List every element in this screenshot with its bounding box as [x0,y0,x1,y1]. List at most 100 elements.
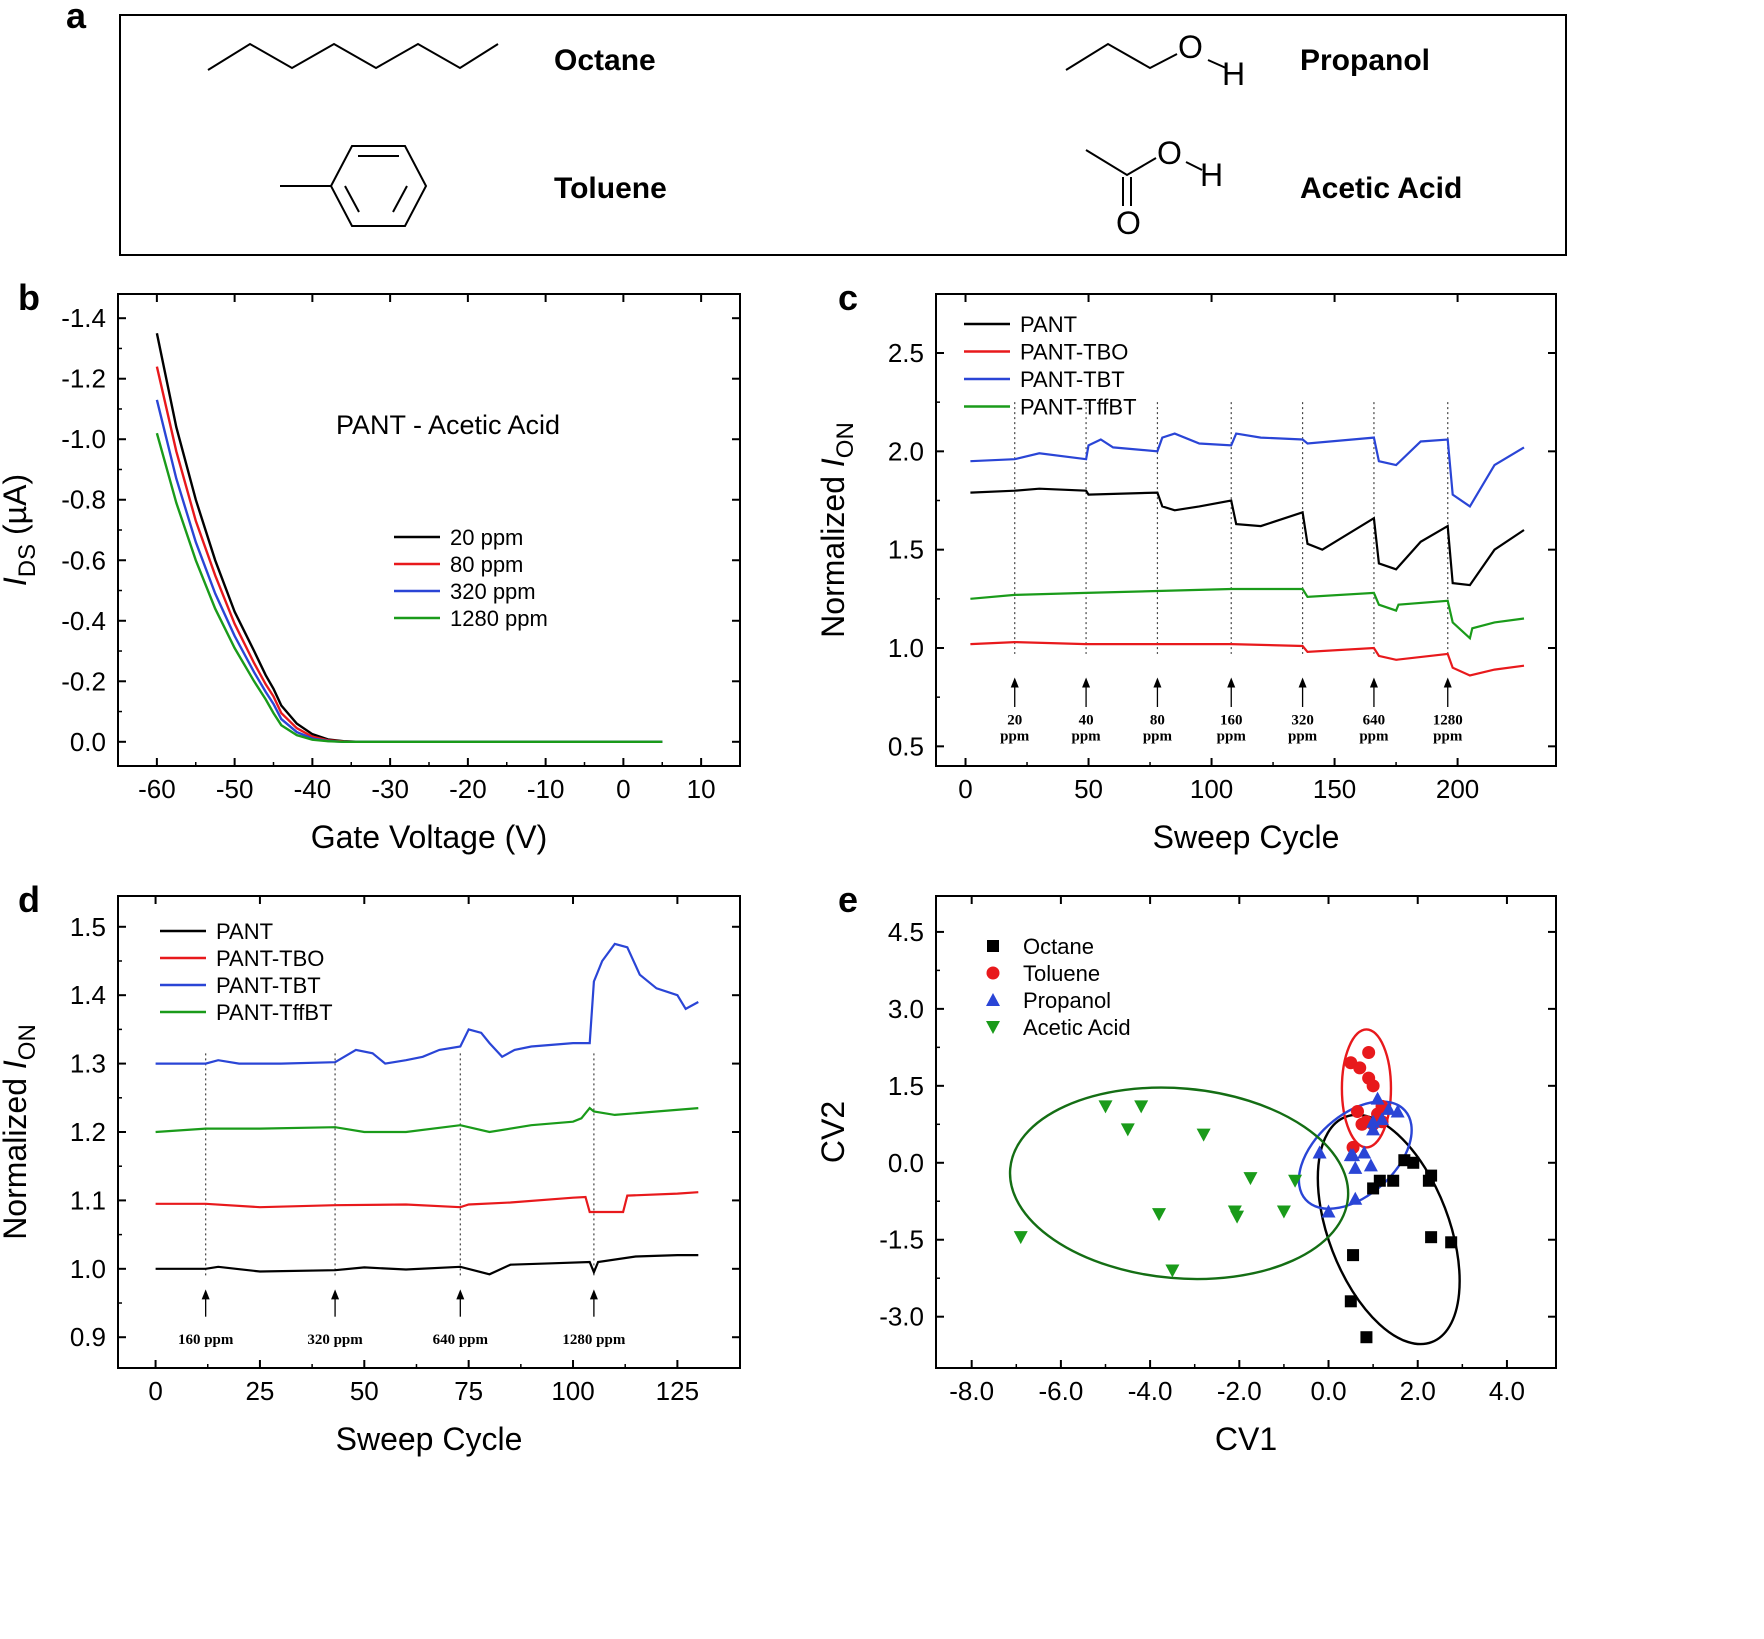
scatter-point-acetic-acid [1288,1174,1303,1188]
legend-label-e-acetic-acid: Acetic Acid [1023,1015,1131,1040]
scatter-point-propanol [1346,1148,1361,1162]
x-tick-label-c: 150 [1313,774,1356,804]
scatter-point-acetic-acid [1098,1100,1113,1114]
panel-e-chart: -8.0 -6.0 -4.0 -2.0 0.0 2.0 4.0 -3.0 -1.5 0.0 1.5 3… [815,895,1557,1457]
acetic-acid-hydroxyl-oxygen-atom: O [1157,135,1182,171]
x-tick-label-b: 10 [687,774,716,804]
series-line-d-pant-tffbt [155,1106,699,1134]
scatter-point-propanol [1348,1191,1363,1205]
x-tick-label-d: 0 [148,1376,162,1406]
scatter-point-octane [1347,1249,1360,1262]
scatter-point-acetic-acid [1196,1128,1211,1142]
legend-label-d-pant-tffbt: PANT-TffBT [216,1000,333,1025]
acetic-acid-hydrogen-atom: H [1200,157,1223,193]
x-tick-label-c: 200 [1436,774,1479,804]
scatter-point-propanol [1312,1145,1327,1159]
y-tick-label-c: 1.0 [888,633,924,663]
acetic-acid-carbonyl-oxygen-atom: O [1116,205,1141,241]
series-line-c-pant [970,487,1525,587]
y-tick-label-b: -0.4 [61,606,106,636]
injection-conc-label-c: 80 [1150,713,1165,729]
legend-label-e-propanol: Propanol [1023,988,1111,1013]
series-line-b-320-ppm [155,399,663,743]
scatter-point-propanol [1381,1101,1396,1115]
legend-marker-e-acetic-acid [986,1021,1000,1034]
injection-label-d: 640 ppm [433,1332,489,1348]
x-tick-label-b: -60 [138,774,176,804]
legend-marker-e-toluene [986,966,1000,980]
x-tick-label-c: 100 [1190,774,1233,804]
scatter-point-octane [1387,1174,1400,1187]
scatter-point-acetic-acid [1120,1123,1135,1137]
y-axis-title-d: Normalized ION [0,1024,41,1240]
x-tick-label-e: -8.0 [949,1376,994,1406]
y-axis-title-e: CV2 [815,1101,851,1163]
series-line-b-1280-ppm [155,432,663,743]
y-tick-label-c: 2.5 [888,338,924,368]
injection-arrow-head-c [1153,677,1162,688]
molecule-box [119,14,1567,256]
panel-d-chart: 0 25 50 75 100 125 0.9 1.0 1.1 1.2 1.3 1.4 1.5 Sweep … [0,895,741,1457]
x-tick-label-d: 125 [656,1376,699,1406]
y-tick-label-d: 1.0 [70,1254,106,1284]
series-line-c-pant-tbo [970,640,1525,677]
propanol-hydrogen-atom: H [1222,56,1245,92]
injection-arrow-head-c [1010,677,1019,688]
x-tick-label-e: -4.0 [1128,1376,1173,1406]
y-tick-label-b: -0.8 [61,485,106,515]
x-tick-label-b: 0 [616,774,630,804]
x-axis-title-c: Sweep Cycle [1153,819,1340,855]
legend-label-c-pant-tbo: PANT-TBO [1020,340,1128,365]
panel-c-chart: 0 50 100 150 200 0.5 1.0 1.5 2.0 2.5 Sweep Cycle No… [815,293,1557,855]
y-tick-label-d: 1.1 [70,1185,106,1215]
y-tick-label-d: 1.4 [70,980,106,1010]
x-tick-label-c: 50 [1074,774,1103,804]
scatter-point-octane [1344,1295,1357,1308]
series-line-d-pant [155,1254,699,1276]
scatter-point-acetic-acid [1013,1231,1028,1245]
x-tick-label-d: 100 [551,1376,594,1406]
x-tick-label-b: -20 [449,774,487,804]
propanol-structure: O H [1065,29,1245,92]
scatter-point-propanol [1348,1160,1363,1174]
x-tick-label-e: 4.0 [1489,1376,1525,1406]
scatter-point-propanol [1366,1122,1381,1136]
scatter-point-propanol [1321,1204,1336,1218]
y-tick-label-e: 1.5 [888,1071,924,1101]
injection-unit-label-c: ppm [1143,728,1173,744]
y-tick-label-e: 0.0 [888,1148,924,1178]
y-tick-label-b: 0.0 [70,727,106,757]
x-tick-label-d: 50 [350,1376,379,1406]
plot-title-b: PANT - Acetic Acid [336,410,560,440]
octane-structure [207,42,499,71]
toluene-structure [280,145,428,227]
injection-conc-label-c: 20 [1007,713,1022,729]
x-tick-label-e: -2.0 [1217,1376,1262,1406]
scatter-point-acetic-acid [1152,1208,1167,1222]
molecule-name-octane: Octane [554,44,656,77]
y-tick-label-d: 0.9 [70,1322,106,1352]
x-tick-label-c: 0 [958,774,972,804]
y-tick-label-d: 1.5 [70,912,106,942]
y-tick-label-e: -3.0 [879,1302,924,1332]
injection-conc-label-c: 160 [1220,713,1243,729]
injection-arrow-head-c [1369,677,1378,688]
legend-label-e-toluene: Toluene [1023,961,1100,986]
scatter-point-octane [1445,1236,1458,1249]
scatter-point-acetic-acid [1230,1210,1245,1224]
panel-b-chart: -60 -50 -40 -30 -20 -10 0 10 -1.4 -1.2 -1.0 -0.8 -0.… [0,293,741,855]
scatter-point-propanol [1375,1112,1390,1126]
injection-arrow-head-c [1227,677,1236,688]
x-axis-title-e: CV1 [1215,1421,1277,1457]
scatter-point-propanol [1390,1104,1405,1118]
panel-letter-c: c [838,277,858,318]
scatter-point-acetic-acid [1165,1264,1180,1278]
scatter-point-octane [1360,1331,1373,1344]
scatter-point-octane [1367,1182,1380,1195]
y-tick-label-d: 1.3 [70,1049,106,1079]
y-tick-label-b: -1.2 [61,364,106,394]
injection-unit-label-c: ppm [1288,728,1318,744]
legend-label-c-pant: PANT [1020,312,1077,337]
panel-letter-e: e [838,879,858,920]
injection-label-d: 320 ppm [307,1332,363,1348]
